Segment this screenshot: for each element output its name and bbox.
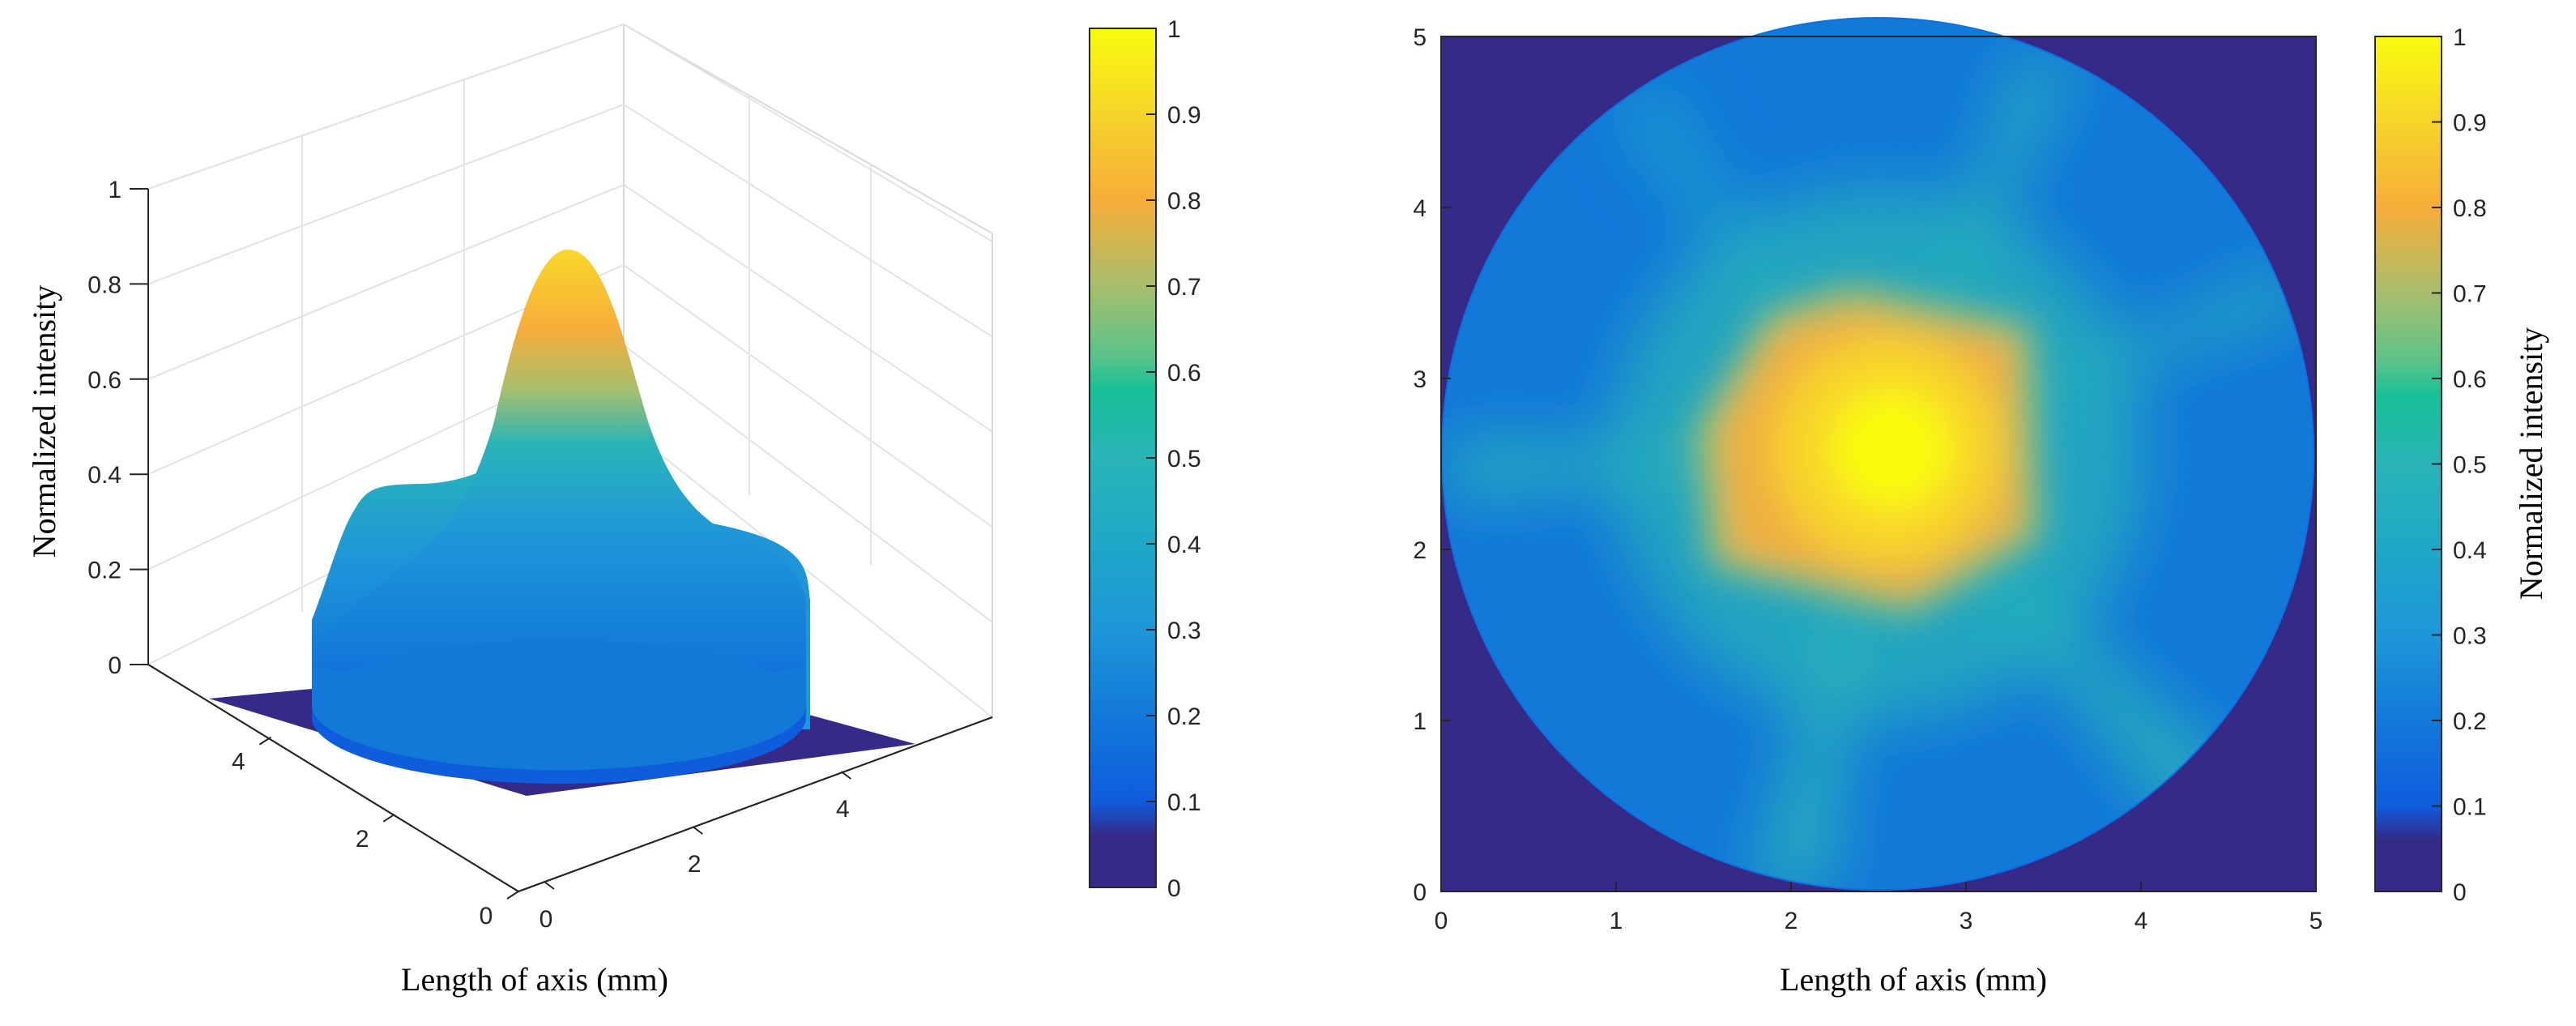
colorbar-right-tick-label: 0.9 (2453, 110, 2487, 137)
surface-x-tick-label: 4 (836, 796, 850, 823)
z-gridline (147, 183, 993, 433)
colorbar-left-tick-label: 0.8 (1167, 188, 1201, 215)
colorbar-left-tick-label: 0.5 (1167, 446, 1201, 472)
heatmap-disc (1442, 18, 2314, 890)
surface-x-tick-mark (544, 881, 555, 890)
colorbar-right-bar (2374, 36, 2442, 892)
colorbar-right: 0 0.1 0.2 0.3 0.4 0.5 0.6 0.7 0.8 0.9 1 Normalized… (2374, 24, 2549, 906)
colorbar-right-tick-label: 0.3 (2453, 623, 2487, 650)
surface-y-tick-mark (382, 813, 395, 823)
colorbar-left-bar (1089, 28, 1157, 888)
heatmap-x-tick-label: 2 (1785, 908, 1798, 934)
heatmap-y-tick-label: 5 (1413, 24, 1427, 51)
heatmap-plot: 0 1 2 3 4 5 0 1 2 3 4 5 Length of axis (mm) (1413, 17, 2322, 998)
surface-x-tick-label: 0 (540, 906, 553, 933)
surface-y-tick-mark (506, 891, 519, 900)
surface-z-tick-label: 0.4 (87, 462, 122, 489)
heatmap-xlabel: Length of axis (mm) (1780, 961, 2047, 998)
surface-plot: 0 0.2 0.4 0.6 0.8 1 0 2 4 0 2 4 Normalized intensit… (26, 23, 993, 998)
heatmap-x-tick-label: 0 (1435, 908, 1448, 934)
heatmap-y-tick-label: 4 (1413, 195, 1427, 222)
colorbar-right-ticks: 0 0.1 0.2 0.3 0.4 0.5 0.6 0.7 0.8 0.9 1 (2432, 24, 2487, 906)
heatmap-x-tick-label: 1 (1610, 908, 1623, 934)
colorbar-left-tick-label: 0.2 (1167, 703, 1201, 730)
colorbar-left-tick-label: 0.3 (1167, 618, 1201, 644)
colorbar-right-tick-label: 0.6 (2453, 366, 2487, 393)
colorbar-right-tick-label: 1 (2453, 24, 2467, 51)
surface-z-tick-label: 1 (108, 177, 122, 203)
surface-tick-labels: 0 0.2 0.4 0.6 0.8 1 0 2 4 0 2 4 (87, 177, 852, 933)
colorbar-right-tick-label: 0.1 (2453, 794, 2487, 821)
heatmap-core (1693, 284, 2041, 616)
colorbar-right-label: Normalized intensity (2513, 327, 2549, 601)
colorbar-right-tick-label: 0.8 (2453, 195, 2487, 222)
surface-z-tick-label: 0.2 (87, 558, 122, 584)
wall-vertical-gridlines (301, 79, 872, 612)
colorbar-right-tick-label: 0.4 (2453, 537, 2487, 564)
colorbar-left-tick-label: 0.4 (1167, 532, 1201, 558)
surface-xlabel: Length of axis (mm) (401, 961, 668, 998)
z-gridline (147, 263, 993, 528)
surface-x-tick-mark (840, 771, 852, 780)
colorbar-right-tick-label: 0 (2453, 879, 2467, 906)
front-axes (147, 664, 993, 892)
heatmap-y-tick-label: 3 (1413, 366, 1427, 393)
colorbar-right-tick-label: 0.7 (2453, 281, 2487, 308)
heatmap-x-tick-label: 3 (1960, 908, 1973, 934)
surface-z-tick-label: 0.8 (87, 271, 122, 298)
surface-z-tick-label: 0.6 (87, 367, 122, 394)
heatmap-y-tick-label: 0 (1413, 879, 1427, 906)
heatmap-y-tick-label: 2 (1413, 537, 1427, 564)
colorbar-left-tick-label: 0.7 (1167, 274, 1201, 301)
colorbar-left-tick-label: 0 (1167, 875, 1181, 902)
colorbar-left-tick-label: 1 (1167, 16, 1181, 43)
heatmap-tick-labels: 0 1 2 3 4 5 0 1 2 3 4 5 (1413, 24, 2322, 934)
colorbar-right-tick-label: 0.2 (2453, 708, 2487, 735)
surface-x-tick-label: 2 (688, 851, 702, 878)
z-gridline (147, 103, 993, 338)
colorbar-left-tick-label: 0.6 (1167, 360, 1201, 387)
colorbar-left-ticks: 0 0.1 0.2 0.3 0.4 0.5 0.6 0.7 0.8 0.9 1 (1146, 16, 1201, 902)
colorbar-left-tick-label: 0.1 (1167, 789, 1201, 816)
heatmap-y-tick-label: 1 (1413, 708, 1427, 735)
heatmap-x-tick-label: 4 (2135, 908, 2148, 934)
colorbar-right-tick-label: 0.5 (2453, 452, 2487, 479)
heatmap-x-tick-label: 5 (2309, 908, 2323, 934)
heatmap-frame (1440, 36, 2317, 892)
surface-body (312, 249, 810, 784)
surface-y-tick-label: 4 (232, 749, 245, 776)
colorbar-left-tick-label: 0.9 (1167, 102, 1201, 129)
surface-y-tick-label: 0 (480, 903, 493, 930)
surface-zlabel: Normalized intensity (26, 285, 62, 558)
colorbar-left: 0 0.1 0.2 0.3 0.4 0.5 0.6 0.7 0.8 0.9 1 (1089, 16, 1201, 902)
surface-x-tick-mark (692, 826, 703, 835)
surface-y-tick-label: 2 (356, 826, 369, 853)
surface-z-tick-label: 0 (108, 652, 122, 679)
surface-y-tick-mark (258, 736, 271, 746)
z-gridline (147, 23, 993, 242)
